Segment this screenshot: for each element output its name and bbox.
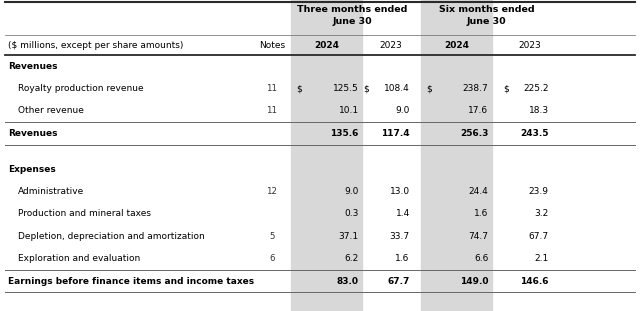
Text: 9.0: 9.0 [344, 187, 358, 196]
Text: 5: 5 [269, 232, 275, 241]
Text: Earnings before finance items and income taxes: Earnings before finance items and income… [8, 276, 254, 285]
Text: Depletion, depreciation and amortization: Depletion, depreciation and amortization [18, 232, 205, 241]
Text: $: $ [504, 84, 509, 93]
Text: $: $ [363, 84, 369, 93]
Text: 12: 12 [266, 187, 278, 196]
Text: 243.5: 243.5 [520, 129, 548, 138]
Text: $: $ [296, 84, 302, 93]
Bar [291, 0, 362, 311]
Text: 125.5: 125.5 [333, 84, 358, 93]
Text: 17.6: 17.6 [468, 106, 488, 115]
Text: 117.4: 117.4 [381, 129, 410, 138]
Text: 83.0: 83.0 [337, 276, 358, 285]
Bar [421, 0, 492, 311]
Text: 3.2: 3.2 [534, 209, 548, 218]
Text: 18.3: 18.3 [529, 106, 548, 115]
Text: 11: 11 [266, 84, 278, 93]
Text: 6: 6 [269, 254, 275, 263]
Text: Three months ended: Three months ended [297, 6, 407, 15]
Text: 1.6: 1.6 [474, 209, 488, 218]
Text: 33.7: 33.7 [390, 232, 410, 241]
Text: 2023: 2023 [380, 40, 402, 49]
Text: 2023: 2023 [518, 40, 541, 49]
Text: 67.7: 67.7 [529, 232, 548, 241]
Text: Exploration and evaluation: Exploration and evaluation [18, 254, 140, 263]
Text: 10.1: 10.1 [339, 106, 358, 115]
Text: 0.3: 0.3 [344, 209, 358, 218]
Text: June 30: June 30 [332, 16, 372, 26]
Text: 23.9: 23.9 [529, 187, 548, 196]
Text: 9.0: 9.0 [396, 106, 410, 115]
Text: Administrative: Administrative [18, 187, 84, 196]
Text: Six months ended: Six months ended [438, 6, 534, 15]
Text: 238.7: 238.7 [463, 84, 488, 93]
Text: Notes: Notes [259, 40, 285, 49]
Text: Revenues: Revenues [8, 129, 58, 138]
Text: Production and mineral taxes: Production and mineral taxes [18, 209, 151, 218]
Text: 149.0: 149.0 [460, 276, 488, 285]
Text: 2024: 2024 [444, 40, 469, 49]
Text: 256.3: 256.3 [460, 129, 488, 138]
Text: 13.0: 13.0 [390, 187, 410, 196]
Text: 2.1: 2.1 [534, 254, 548, 263]
Text: 67.7: 67.7 [387, 276, 410, 285]
Text: 135.6: 135.6 [330, 129, 358, 138]
Text: 24.4: 24.4 [468, 187, 488, 196]
Text: 11: 11 [266, 106, 278, 115]
Text: 37.1: 37.1 [339, 232, 358, 241]
Text: 225.2: 225.2 [523, 84, 548, 93]
Text: Royalty production revenue: Royalty production revenue [18, 84, 143, 93]
Text: 2024: 2024 [314, 40, 339, 49]
Text: 1.4: 1.4 [396, 209, 410, 218]
Text: June 30: June 30 [467, 16, 506, 26]
Text: 146.6: 146.6 [520, 276, 548, 285]
Text: 6.6: 6.6 [474, 254, 488, 263]
Text: $: $ [426, 84, 432, 93]
Text: 108.4: 108.4 [384, 84, 410, 93]
Text: 74.7: 74.7 [468, 232, 488, 241]
Text: Other revenue: Other revenue [18, 106, 84, 115]
Text: 1.6: 1.6 [396, 254, 410, 263]
Text: 6.2: 6.2 [344, 254, 358, 263]
Text: Revenues: Revenues [8, 62, 58, 71]
Text: Expenses: Expenses [8, 165, 56, 174]
Text: ($ millions, except per share amounts): ($ millions, except per share amounts) [8, 40, 184, 49]
